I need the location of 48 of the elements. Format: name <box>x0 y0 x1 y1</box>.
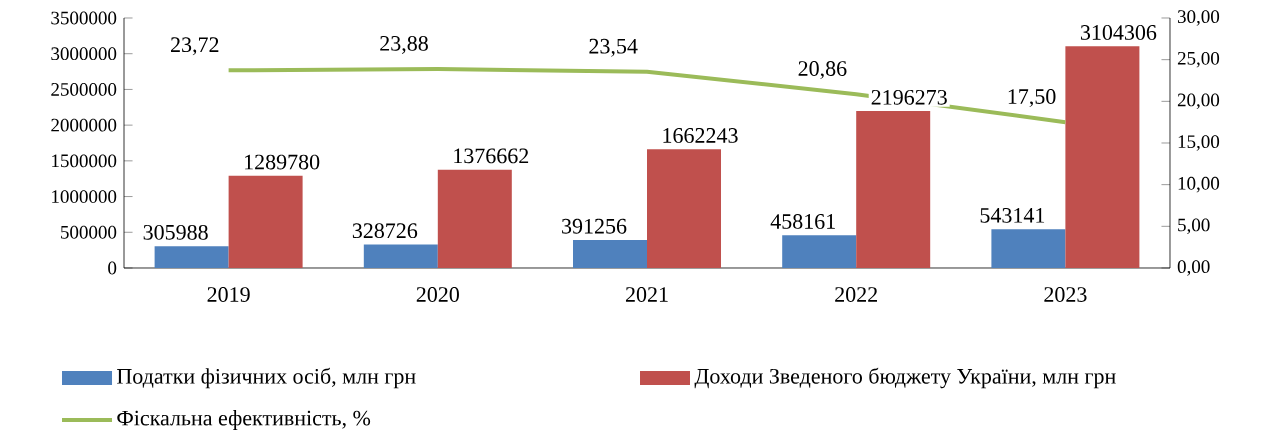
x-tick-label: 2021 <box>625 287 668 302</box>
x-tick-label: 2019 <box>207 287 250 302</box>
y-tick-label: 2000000 <box>51 118 117 132</box>
bar <box>647 149 721 268</box>
x-tick-label: 2020 <box>416 287 459 302</box>
data-label: 23,72 <box>171 37 219 56</box>
data-label: 328726 <box>352 223 418 239</box>
legend-label: Фіскальна ефективність, % <box>117 410 371 430</box>
y-tick-label: 2500000 <box>51 83 117 96</box>
bar <box>363 244 438 268</box>
data-label: 20,86 <box>798 61 847 80</box>
y2-tick-label: 5,00 <box>1178 218 1210 235</box>
data-label: 1376662 <box>454 148 529 164</box>
y-tick-label: 0 <box>108 261 117 275</box>
x-tick-label: 2022 <box>835 287 877 302</box>
data-label: 23,88 <box>380 35 428 54</box>
data-label: 17,50 <box>1008 89 1056 108</box>
y2-tick-label: 10,00 <box>1178 176 1220 193</box>
bar <box>154 246 229 268</box>
x-tick-label: 2023 <box>1044 287 1087 302</box>
data-label: 2196273 <box>871 89 947 105</box>
legend-label: Доходи Зведеного бюджету України, млн грн <box>694 367 1116 389</box>
data-label: 23,54 <box>589 38 638 57</box>
data-label: 543141 <box>980 208 1045 223</box>
bar <box>437 169 512 268</box>
y-tick-label: 1000000 <box>52 190 117 203</box>
bar <box>856 111 931 268</box>
data-label: 458161 <box>770 214 835 229</box>
legend-label: Податки фізичних осіб, млн грн <box>117 367 416 389</box>
bar <box>573 240 647 268</box>
data-label: 3104306 <box>1080 25 1157 40</box>
bar <box>1065 46 1140 268</box>
y-tick-label: 500000 <box>61 225 117 239</box>
bar <box>782 235 857 268</box>
y2-tick-label: 20,00 <box>1177 93 1220 110</box>
y-tick-label: 3000000 <box>51 47 117 61</box>
data-label: 1289780 <box>245 154 320 170</box>
data-label: 391256 <box>562 218 627 234</box>
y2-tick-label: 30,00 <box>1177 10 1220 26</box>
data-label: 305988 <box>143 224 208 240</box>
y-tick-label: 1500000 <box>52 154 117 168</box>
y2-tick-label: 15,00 <box>1178 135 1220 151</box>
bar <box>991 229 1066 268</box>
bar <box>228 175 303 268</box>
y2-tick-label: 25,00 <box>1177 51 1220 68</box>
y2-tick-label: 0,00 <box>1177 260 1210 276</box>
y-tick-label: 3500000 <box>51 11 117 25</box>
data-label: 1662243 <box>663 128 738 143</box>
